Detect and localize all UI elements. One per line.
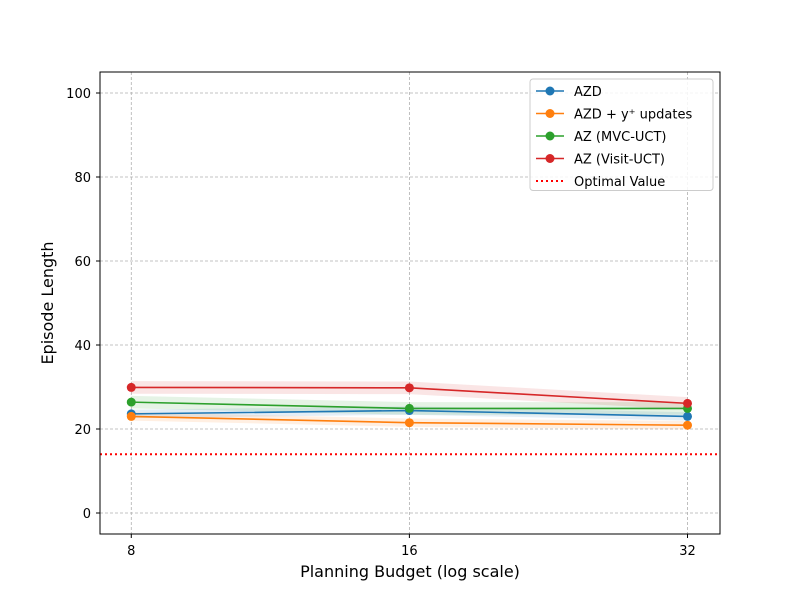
y-tick-label: 100 <box>66 87 91 102</box>
data-point <box>404 418 414 428</box>
legend-box <box>529 78 714 191</box>
y-tick-label: 20 <box>74 423 91 438</box>
legend: AZD AZD + y⁺ updates AZ (MVC-UCT) AZ (Visit… <box>529 78 714 191</box>
y-tick-label: 40 <box>74 339 91 354</box>
legend-label: Optimal Value <box>574 175 665 190</box>
x-tick-label: 32 <box>679 544 696 559</box>
y-tick-label: 60 <box>74 255 91 270</box>
y-tick-label: 80 <box>74 171 91 186</box>
data-point <box>682 398 692 408</box>
data-point <box>404 403 414 413</box>
x-tick-label: 16 <box>401 544 418 559</box>
data-point <box>126 397 136 407</box>
legend-swatch-marker <box>545 109 555 118</box>
data-point <box>126 382 136 392</box>
legend-label: AZ (Visit-UCT) <box>574 153 665 168</box>
legend-swatch-marker <box>545 86 555 96</box>
legend-label: AZD <box>574 85 602 100</box>
legend-label: AZ (MVC-UCT) <box>574 130 667 145</box>
y-axis-title: Episode Length <box>38 241 57 364</box>
legend-swatch-marker <box>545 154 555 163</box>
y-tick-label: 0 <box>83 507 91 522</box>
x-tick-label: 8 <box>127 544 135 559</box>
data-series <box>126 382 692 430</box>
legend-label: AZD + y⁺ updates <box>574 108 692 123</box>
axis-ticks: 8 16 32 0 20 40 60 80 100 <box>66 87 696 559</box>
legend-swatch-marker <box>545 131 555 141</box>
data-point <box>682 420 692 430</box>
data-point <box>404 383 414 393</box>
x-axis-title: Planning Budget (log scale) <box>300 562 520 581</box>
data-point <box>682 411 692 421</box>
plot-frame <box>99 71 721 535</box>
data-point <box>126 411 136 421</box>
